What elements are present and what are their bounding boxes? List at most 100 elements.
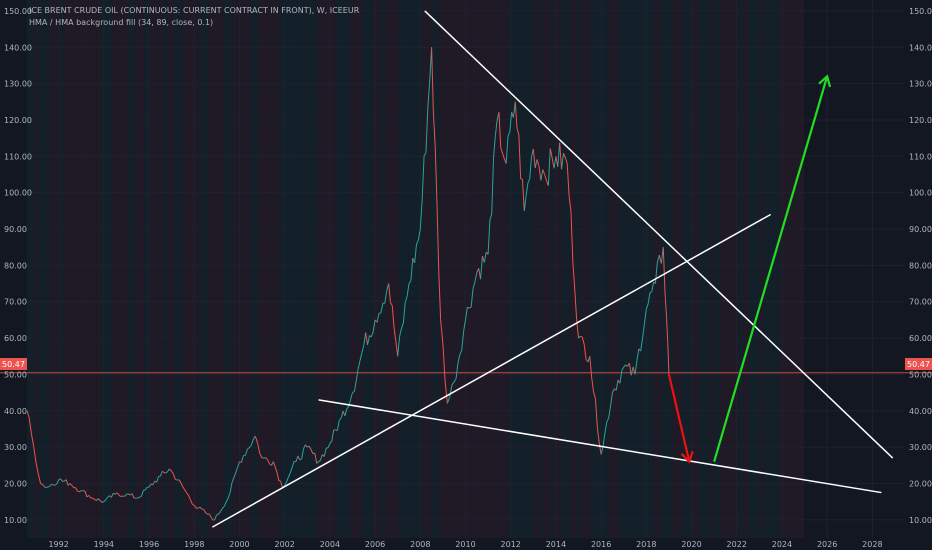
price-segment bbox=[26, 410, 30, 419]
y-tick-label-right: 30.00 bbox=[909, 443, 932, 452]
price-segment bbox=[107, 495, 110, 498]
hma-band bbox=[257, 0, 265, 538]
price-segment bbox=[654, 262, 658, 284]
price-segment bbox=[227, 492, 231, 499]
price-segment bbox=[457, 354, 461, 364]
hma-band bbox=[524, 0, 534, 538]
price-segment bbox=[259, 453, 263, 459]
price-segment bbox=[623, 364, 626, 368]
price-segment bbox=[636, 348, 640, 361]
hma-band bbox=[554, 0, 562, 538]
hma-band bbox=[748, 0, 761, 538]
price-segment bbox=[370, 331, 374, 338]
price-segment bbox=[536, 159, 540, 167]
red-arrow bbox=[667, 374, 694, 464]
price-segment bbox=[404, 296, 408, 303]
price-segment bbox=[459, 350, 463, 355]
price-segment bbox=[103, 499, 107, 503]
price-segment bbox=[257, 442, 261, 454]
price-segment bbox=[634, 360, 638, 375]
price-segment bbox=[493, 135, 496, 158]
price-segment bbox=[167, 468, 170, 472]
price-segment bbox=[593, 391, 596, 399]
price-segment bbox=[465, 307, 468, 320]
hma-band bbox=[361, 0, 366, 538]
price-segment bbox=[276, 472, 280, 481]
y-tick-label-right: 130.00 bbox=[909, 80, 932, 89]
price-segment bbox=[205, 512, 208, 515]
price-segment bbox=[451, 381, 455, 386]
price-segment bbox=[297, 455, 301, 461]
price-segment bbox=[233, 472, 237, 478]
hma-band bbox=[232, 0, 244, 538]
y-tick-label-right: 90.00 bbox=[909, 225, 932, 234]
hma-band bbox=[787, 0, 799, 538]
y-tick-label-left: 150.00 bbox=[4, 7, 32, 16]
price-segment bbox=[197, 506, 201, 509]
price-segment bbox=[33, 447, 37, 463]
price-segment bbox=[410, 257, 414, 281]
hma-band bbox=[250, 0, 258, 538]
price-segment bbox=[42, 484, 46, 488]
hma-band bbox=[372, 0, 382, 538]
x-tick-label: 2024 bbox=[772, 540, 792, 549]
price-tag-right-text: 50.47 bbox=[907, 360, 930, 369]
price-segment bbox=[645, 303, 649, 310]
price-segment bbox=[628, 363, 632, 376]
y-tick-label-right: 140.00 bbox=[909, 43, 932, 52]
price-segment bbox=[88, 495, 92, 499]
hma-band bbox=[533, 0, 540, 538]
hma-band bbox=[219, 0, 224, 538]
price-segment bbox=[186, 492, 190, 496]
price-segment bbox=[99, 500, 103, 503]
price-segment bbox=[500, 147, 504, 154]
y-tick-label-left: 110.00 bbox=[4, 152, 32, 161]
price-segment bbox=[425, 107, 429, 153]
price-segment bbox=[350, 392, 353, 400]
hma-band bbox=[408, 0, 418, 538]
price-segment bbox=[139, 495, 142, 498]
price-segment bbox=[35, 462, 39, 475]
hma-band bbox=[581, 0, 591, 538]
price-segment bbox=[602, 433, 606, 447]
price-segment bbox=[440, 319, 444, 344]
price-segment bbox=[172, 473, 176, 480]
x-axis[interactable]: 1992 1994 1996 1998 2000 2002 2004 2006 2008 2010… bbox=[0, 538, 932, 550]
price-segment bbox=[598, 443, 602, 455]
price-segment bbox=[570, 211, 574, 263]
hma-band bbox=[546, 0, 552, 538]
x-tick-label: 2012 bbox=[501, 540, 521, 549]
trendline-2 bbox=[211, 213, 772, 528]
price-segment bbox=[303, 444, 306, 449]
price-segment bbox=[97, 498, 101, 501]
price-segment bbox=[355, 368, 359, 381]
hma-band bbox=[325, 0, 332, 538]
price-segment bbox=[182, 486, 186, 491]
price-segment bbox=[248, 444, 252, 448]
price-segment bbox=[532, 148, 536, 169]
hma-band bbox=[438, 0, 450, 538]
price-segment bbox=[564, 157, 568, 164]
hma-band bbox=[399, 0, 409, 538]
price-segment bbox=[235, 467, 239, 474]
indicator-label: HMA / HMA background fill (34, 89, close… bbox=[29, 18, 213, 27]
hma-band bbox=[112, 0, 117, 538]
price-segment bbox=[94, 498, 97, 502]
price-segment bbox=[353, 380, 357, 392]
hma-band bbox=[182, 0, 191, 538]
price-segment bbox=[489, 213, 493, 220]
price-segment bbox=[237, 461, 240, 468]
price-segment bbox=[566, 163, 570, 197]
trendline-3 bbox=[318, 399, 882, 494]
price-segment bbox=[299, 458, 302, 461]
price-segment bbox=[442, 343, 446, 383]
price-segment bbox=[516, 127, 520, 135]
price-segment bbox=[218, 511, 221, 515]
price-segment bbox=[327, 443, 331, 448]
hma-band bbox=[518, 0, 525, 538]
price-segment bbox=[338, 417, 342, 421]
price-segment bbox=[344, 408, 348, 417]
y-tick-label-right: 10.00 bbox=[909, 516, 932, 525]
price-segment bbox=[178, 479, 182, 484]
